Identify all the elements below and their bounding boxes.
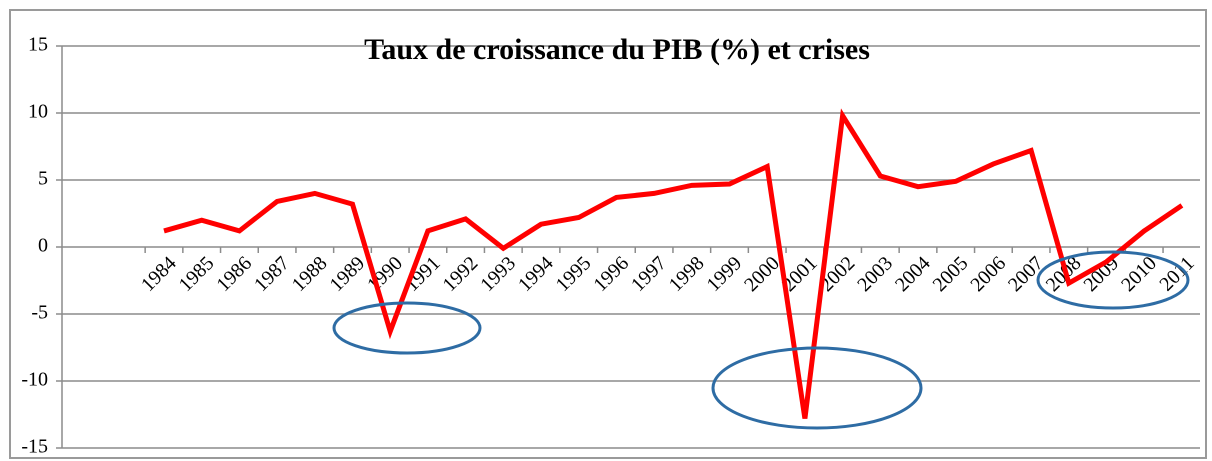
crisis-circle [332,301,482,355]
y-tick-label: 5 [38,168,48,190]
crisis-circle [711,346,923,430]
y-tick-label: 10 [28,101,48,123]
y-tick-label: 0 [38,235,48,257]
y-tick-label: -15 [21,436,48,458]
y-tick-label: 15 [28,34,48,56]
annotations [332,250,1190,430]
data-line [163,108,1184,419]
y-tick-label: -10 [21,369,48,391]
chart-title: Taux de croissance du PIB (%) et crises [364,33,870,66]
crisis-circle [1036,250,1190,310]
chart-frame [9,9,1207,459]
y-tick-label: -5 [31,302,48,324]
